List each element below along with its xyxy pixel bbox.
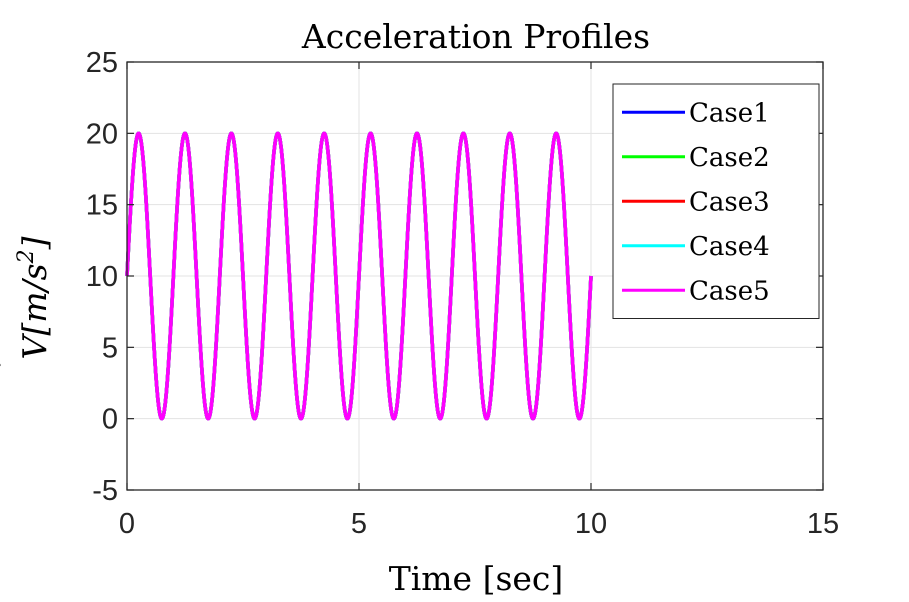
x-tick-label: 0 (119, 508, 135, 540)
y-axis-label-main: V[m/s (15, 263, 54, 359)
y-tick-label: 20 (86, 118, 118, 150)
y-axis-label-dot: ˙ (0, 360, 30, 377)
y-axis-label: V[m/s2] ˙ (0, 236, 54, 376)
y-tick-label: 25 (86, 47, 118, 79)
y-tick-label: -5 (92, 475, 118, 507)
legend-label-case5: Case5 (689, 276, 770, 306)
chart-title: Acceleration Profiles (301, 17, 650, 56)
y-tick-label: 0 (102, 404, 118, 436)
legend-items: Case1 Case2 Case3 Case4 Case5 (622, 98, 770, 306)
x-tick-label: 5 (351, 508, 367, 540)
legend-label-case2: Case2 (689, 143, 770, 173)
x-axis-label: Time [sec] (389, 559, 564, 598)
x-tick-label: 10 (575, 508, 607, 540)
legend-label-case4: Case4 (689, 232, 770, 262)
y-tick-labels: -5 0 5 10 15 20 25 (86, 47, 118, 507)
series-line-case5 (125, 131, 593, 421)
legend-label-case3: Case3 (689, 187, 770, 217)
y-axis-label-sup: 2 (14, 249, 39, 264)
x-tick-label: 15 (807, 508, 839, 540)
x-tick-labels: 0 5 10 15 (119, 508, 839, 540)
series-lines (125, 131, 593, 421)
legend: Case1 Case2 Case3 Case4 Case5 (612, 83, 820, 319)
y-axis-label-close: ] (15, 236, 54, 250)
legend-label-case1: Case1 (689, 98, 770, 128)
y-tick-label: 15 (86, 190, 118, 222)
y-tick-label: 10 (86, 261, 118, 293)
y-tick-label: 5 (102, 332, 118, 364)
y-axis-label-text: V[m/s2] (14, 236, 54, 359)
